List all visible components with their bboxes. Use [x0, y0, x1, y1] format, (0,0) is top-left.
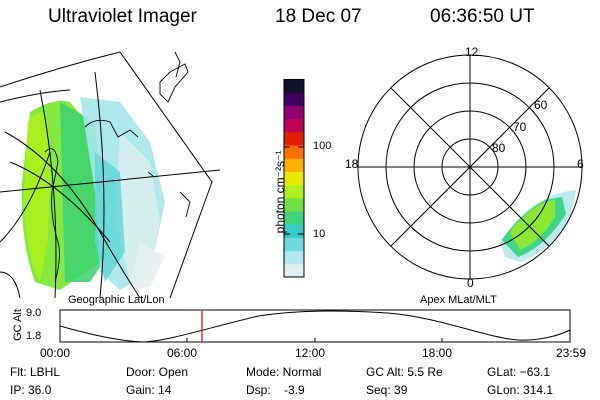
- colorbar-segment: [284, 145, 304, 159]
- altitude-ytick-top: 9.0: [26, 307, 42, 319]
- polar-aurora: [500, 190, 576, 262]
- polar-plot: [357, 54, 583, 280]
- color-bar: [283, 79, 305, 278]
- altitude-xtick-2359: 23:59: [556, 346, 587, 360]
- mlat-label-80: 80: [492, 141, 506, 155]
- altitude-ylabel: GC Alt: [12, 309, 24, 341]
- apex-caption: Apex MLat/MLT: [420, 294, 497, 306]
- app-title: Ultraviolet Imager: [48, 6, 197, 27]
- mlt-label-6: 6: [577, 157, 584, 171]
- colorbar-tick-10: 10: [313, 228, 326, 240]
- glon-info: GLon: 314.1: [487, 383, 554, 397]
- colorbar-segment: [284, 224, 304, 238]
- geographic-caption: Geographic Lat/Lon: [68, 294, 165, 306]
- altitude-xtick-0600: 06:00: [167, 346, 198, 360]
- altitude-xtick-1200: 12:00: [295, 346, 326, 360]
- gain-info: Gain: 14: [126, 383, 172, 397]
- mode-info: Mode: Normal: [246, 365, 322, 379]
- colorbar-segment: [284, 171, 304, 186]
- colorbar-unit-label: photon cm⁻²s⁻¹: [273, 150, 287, 234]
- mlt-label-18: 18: [345, 157, 359, 171]
- colorbar-segment: [284, 237, 304, 252]
- colorbar-tick-100: 100: [313, 140, 332, 152]
- map-grid: [0, 51, 221, 298]
- date-label: 18 Dec 07: [275, 6, 362, 27]
- colorbar-segment: [284, 263, 304, 278]
- colorbar-segment: [284, 79, 304, 93]
- dsp-info: Dsp: -3.9: [246, 383, 305, 397]
- altitude-plot: [59, 309, 571, 343]
- aurora-image: [21, 97, 165, 290]
- colorbar-segment: [284, 250, 304, 265]
- ip-info: IP: 36.0: [10, 383, 52, 397]
- polar-grid: [357, 54, 583, 280]
- seq-info: Seq: 39: [366, 383, 408, 397]
- colorbar-segment: [284, 92, 304, 106]
- colorbar-segment: [284, 197, 304, 212]
- colorbar-segment: [284, 184, 304, 199]
- colorbar-segment: [284, 131, 304, 146]
- geographic-image-panel: [0, 51, 221, 298]
- mlt-label-12: 12: [465, 45, 479, 59]
- time-label: 06:36:50 UT: [430, 6, 535, 27]
- altitude-xtick-1800: 18:00: [422, 346, 453, 360]
- mlat-label-70: 70: [513, 120, 527, 134]
- altitude-xtick-0000: 00:00: [40, 346, 71, 360]
- mlt-label-0: 0: [467, 276, 474, 290]
- colorbar-segment: [284, 158, 304, 172]
- glat-info: GLat: −63.1: [487, 365, 551, 379]
- altitude-ytick-bottom: 1.8: [26, 330, 42, 342]
- colorbar-segment: [284, 118, 304, 133]
- colorbar-segment: [284, 105, 304, 120]
- mlat-label-60: 60: [534, 98, 548, 112]
- door-info: Door: Open: [126, 365, 189, 379]
- altitude-curve: [59, 310, 571, 343]
- coastlines: [44, 51, 191, 283]
- colorbar-segment: [284, 211, 304, 225]
- filter-info: Flt: LBHL: [10, 365, 61, 379]
- gc-alt-info: GC Alt: 5.5 Re: [366, 365, 443, 379]
